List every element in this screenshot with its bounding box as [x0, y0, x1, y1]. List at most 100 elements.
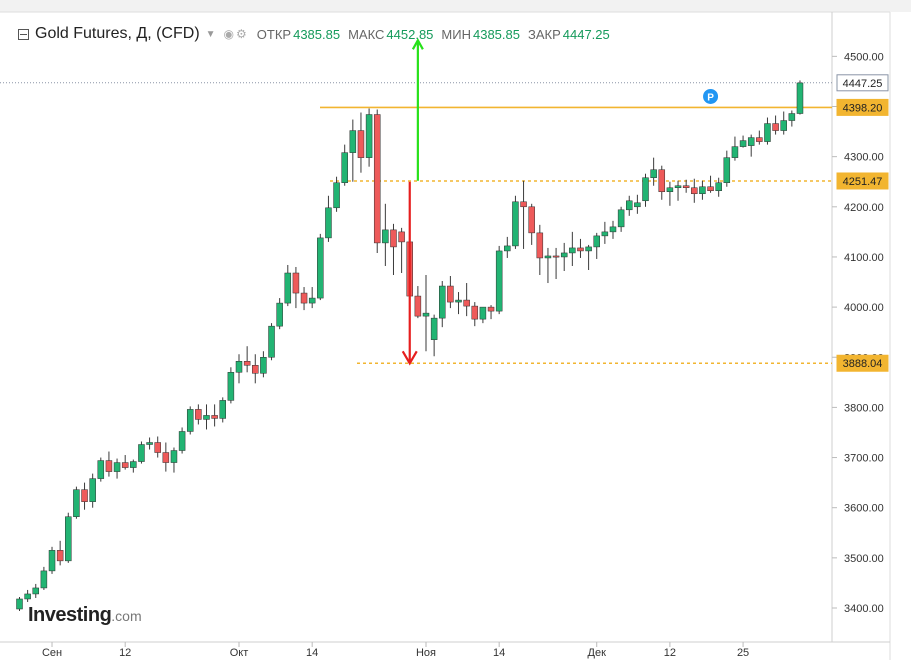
- x-tick-label: 14: [493, 647, 505, 659]
- x-tick-label: Сен: [42, 647, 62, 659]
- candle-up: [260, 357, 267, 374]
- candle-up: [65, 516, 72, 562]
- candle-up: [430, 317, 438, 340]
- candle-up: [796, 82, 804, 114]
- y-tick-label: 4500.00: [844, 51, 884, 63]
- candle-up: [504, 245, 511, 252]
- candle-up: [32, 587, 40, 595]
- eye-icon[interactable]: ◉: [223, 27, 235, 41]
- marker-circle: [703, 88, 719, 104]
- down-arrow-head: [401, 350, 418, 366]
- candle-down: [414, 295, 422, 317]
- open-value: 4385.85: [293, 26, 341, 42]
- chart-header: Gold Futures, Д, (CFD) ▼ ◉ ⚙ ОТКР 4385.85…: [18, 22, 610, 46]
- candle-down: [373, 114, 381, 244]
- candle-down: [487, 306, 495, 312]
- price-badge: [836, 354, 889, 372]
- candle-up: [89, 478, 96, 502]
- candle-down: [292, 272, 300, 294]
- price-badge: [836, 172, 889, 190]
- projection-arrows: [401, 38, 424, 366]
- candle-up: [24, 593, 31, 600]
- candle-up: [650, 169, 657, 178]
- candle-down: [772, 123, 779, 131]
- candle-up: [308, 297, 316, 304]
- candle-down: [357, 130, 365, 158]
- candle-up: [284, 272, 292, 304]
- candle-up: [130, 461, 137, 468]
- investing-logo: Investing.com: [28, 604, 142, 627]
- candle-up: [219, 400, 226, 419]
- y-tick-label: 3800.00: [844, 402, 884, 414]
- candle-up: [276, 302, 283, 327]
- instrument-title[interactable]: Gold Futures, Д, (CFD): [35, 25, 200, 42]
- gear-icon[interactable]: ⚙: [236, 27, 247, 41]
- y-tick-label: 4300.00: [844, 152, 884, 164]
- high-value: 4452.85: [386, 26, 434, 42]
- candle-up: [723, 157, 731, 183]
- x-tick-label: 12: [119, 647, 131, 659]
- candle-down: [552, 255, 560, 258]
- candle-up: [560, 252, 568, 258]
- candle-up: [788, 113, 796, 121]
- candle-down: [577, 247, 584, 252]
- candle-up: [585, 246, 592, 252]
- candle-down: [682, 185, 690, 188]
- x-tick-label: 25: [737, 647, 749, 659]
- candle-down: [121, 462, 129, 468]
- candle-down: [707, 186, 714, 192]
- level-lines: [0, 82, 832, 364]
- candle-down: [756, 137, 763, 142]
- x-tick-label: 12: [664, 647, 676, 659]
- candle-up: [170, 450, 178, 463]
- candle-down: [81, 489, 88, 502]
- plot-area: [0, 12, 832, 642]
- price-badge-label: 4398.20: [843, 102, 883, 114]
- candle-down: [447, 285, 454, 303]
- candle-down: [471, 305, 479, 320]
- candle-up: [634, 202, 641, 208]
- y-tick-label: 3700.00: [844, 453, 884, 465]
- candle-up: [739, 140, 747, 147]
- price-badge-label: 4251.47: [843, 176, 883, 188]
- candle-down: [390, 229, 397, 248]
- high-label: МАКС: [348, 26, 385, 42]
- y-tick-label: 4000.00: [844, 302, 884, 314]
- level-badges: 4447.25 4398.20 4251.47 3888.04: [836, 74, 889, 372]
- candle-up: [439, 285, 446, 319]
- candle-up: [186, 409, 194, 432]
- x-tick-label: Окт: [230, 647, 249, 659]
- collapse-icon[interactable]: [18, 28, 29, 40]
- dropdown-icon[interactable]: ▼: [205, 28, 216, 40]
- x-tick-label: 14: [306, 647, 318, 659]
- candle-up: [495, 250, 503, 312]
- event-marker[interactable]: P: [703, 88, 719, 104]
- candle-up: [601, 231, 609, 237]
- candle-up: [97, 460, 105, 479]
- candle-up: [593, 235, 600, 248]
- close-value: 4447.25: [562, 26, 610, 42]
- candle-up: [699, 186, 706, 195]
- y-tick-label: 4200.00: [844, 202, 884, 214]
- candle-down: [154, 442, 161, 453]
- candle-up: [113, 462, 121, 472]
- candle-up: [382, 229, 389, 244]
- candle-down: [300, 292, 308, 304]
- candle-down: [162, 452, 170, 463]
- price-badge-label: 3888.04: [843, 358, 883, 370]
- candle-up: [325, 207, 332, 239]
- candle-down: [463, 299, 470, 307]
- logo-suffix: .com: [111, 608, 142, 624]
- candle-up: [235, 361, 243, 373]
- candle-up: [146, 442, 153, 445]
- candle-up: [178, 431, 186, 451]
- candle-up: [349, 130, 357, 153]
- candle-up: [674, 185, 682, 188]
- candle-up: [268, 325, 275, 358]
- open-label: ОТКР: [256, 26, 292, 42]
- candle-down: [211, 415, 218, 419]
- candle-up: [455, 299, 462, 303]
- candle-up: [479, 306, 487, 320]
- candle-up: [626, 200, 633, 211]
